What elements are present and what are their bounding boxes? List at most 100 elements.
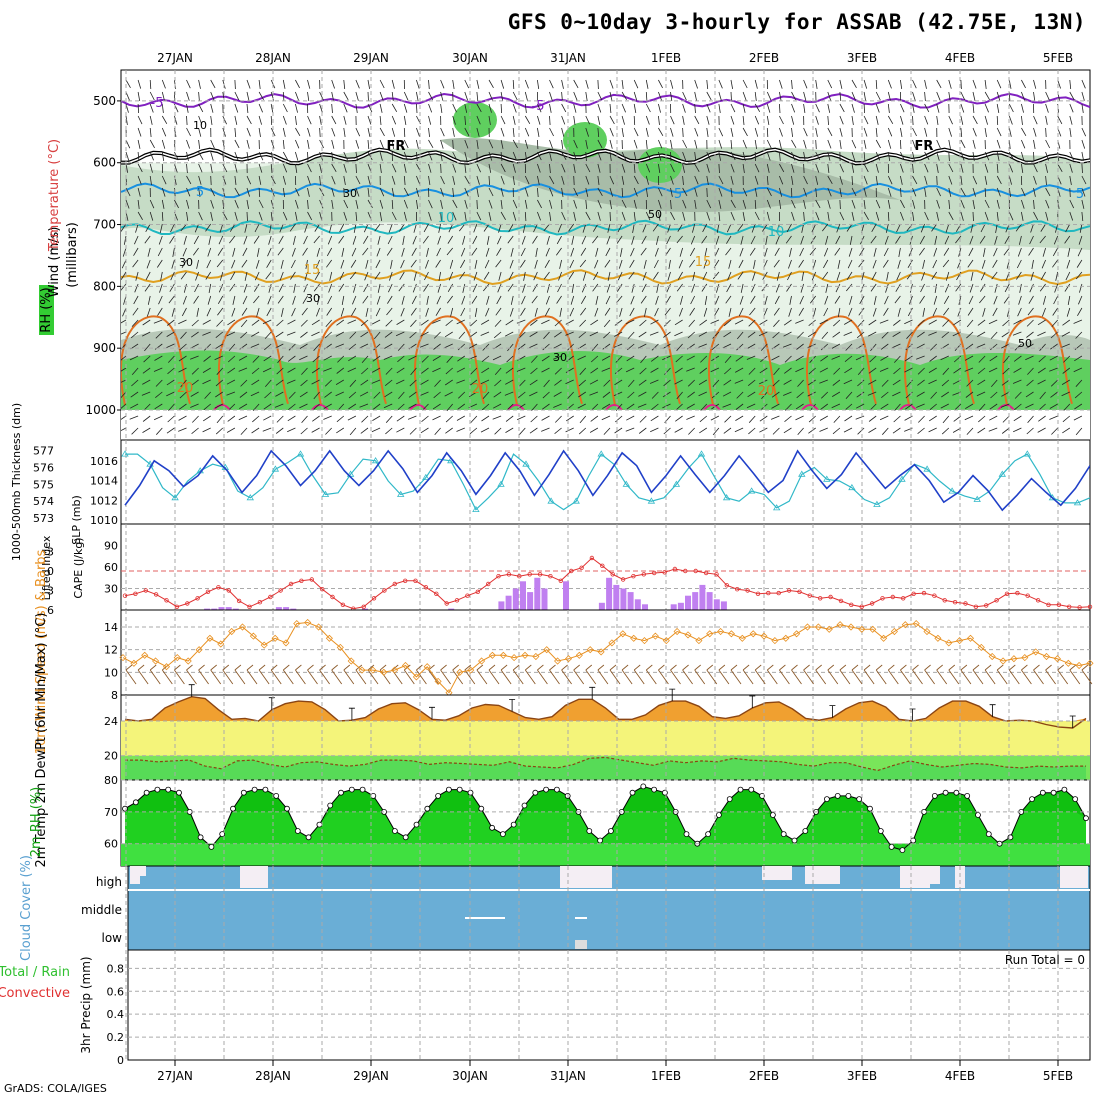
wind-speed-point: [282, 639, 290, 647]
bottom-date-label: 2FEB: [749, 1069, 779, 1083]
wind-barb: [325, 319, 333, 328]
wind-barb: [262, 427, 272, 432]
wind-barb: [1064, 283, 1071, 292]
wind-barb: [512, 199, 518, 209]
contour-label-20: 20: [177, 381, 194, 396]
wind-barb: [803, 91, 807, 101]
wind-barb: [833, 415, 841, 423]
wind-barb: [819, 415, 828, 421]
wind-barb: [774, 247, 780, 256]
wind-barb: [831, 355, 841, 360]
wind-barb: [295, 115, 297, 125]
wind-barb: [936, 79, 942, 89]
wind-barb: [1001, 427, 1010, 434]
wind-barb: [791, 79, 793, 90]
wind-barb: [835, 283, 841, 293]
wind-barb: [924, 163, 929, 173]
wind-barb: [749, 307, 756, 316]
rh-point: [521, 802, 528, 809]
wind-barb: [367, 199, 373, 208]
wind-barb: [264, 391, 272, 399]
wind-barb: [836, 271, 841, 281]
wind-barb: [360, 427, 369, 434]
wind-barb: [686, 367, 695, 372]
wind-barb: [679, 247, 683, 257]
rh-point: [845, 793, 852, 799]
thickness-marker: [547, 497, 555, 504]
wind-barb: [724, 367, 732, 375]
wind-barb: [1033, 175, 1037, 185]
wind-barb: [791, 151, 796, 161]
wind-barb: [143, 403, 151, 411]
wind-barb: [730, 115, 735, 125]
wind-barb: [621, 175, 625, 185]
wind-speed-point: [130, 659, 138, 667]
wind-barb: [692, 223, 696, 233]
wind-barb: [746, 355, 756, 360]
wind-barb: [1045, 103, 1049, 113]
wind-barb: [506, 355, 514, 363]
wind-barb: [198, 139, 201, 149]
wind-barb: [592, 235, 599, 244]
wind-barb: [391, 175, 396, 185]
wind-barb: [428, 175, 431, 185]
wind-barb: [328, 283, 333, 293]
wind-barb: [837, 259, 841, 269]
wind-barb: [795, 355, 804, 361]
wind-barb: [178, 403, 187, 410]
lifted-index-point: [558, 578, 563, 583]
wind-barb: [476, 187, 479, 197]
high-cloud-gap: [240, 866, 268, 888]
wind-barb: [851, 163, 855, 173]
wind-speed-point: [173, 654, 181, 662]
wind-barb: [896, 223, 901, 233]
wind-barb: [426, 247, 429, 257]
wind-barb: [331, 91, 334, 101]
wind-speed-point: [1086, 659, 1094, 667]
wind-barb: [234, 115, 238, 125]
wind-barb: [299, 355, 308, 361]
wind-barb: [307, 151, 309, 162]
wind-barb: [512, 115, 516, 125]
wind-barb: [712, 379, 720, 387]
wind-barb: [633, 199, 637, 209]
wind-barb: [969, 235, 974, 245]
wind-barb: [746, 403, 756, 409]
wind-barb: [1008, 115, 1013, 125]
wind-barb: [157, 247, 163, 257]
wind-barb: [872, 307, 877, 317]
wind-barb: [966, 427, 974, 435]
wind-barb: [797, 379, 804, 387]
wind-barb: [153, 367, 163, 372]
wind-speed-point: [488, 651, 496, 659]
wind-barb: [845, 343, 853, 351]
rh-point: [856, 796, 863, 802]
wind-barb: [167, 367, 175, 375]
wind-barb: [492, 355, 502, 361]
wind-barb: [928, 415, 937, 422]
wind-barb: [210, 163, 213, 173]
wind-barb: [464, 211, 467, 221]
surface-barb: [936, 664, 948, 685]
wind-barb: [779, 127, 783, 137]
wind-barb: [788, 307, 792, 317]
wind-barb: [1027, 415, 1034, 424]
thickness-tick: 577: [33, 445, 54, 458]
wind-speed-point: [706, 630, 714, 638]
lifted-index-point: [371, 596, 377, 601]
wind-barb: [766, 175, 769, 186]
wind-barb: [919, 235, 925, 245]
wind-barb: [208, 235, 212, 245]
wind-barb: [279, 223, 284, 233]
rh-point: [424, 805, 431, 812]
wind-barb: [1045, 127, 1047, 138]
temp-25-marker: [311, 404, 329, 411]
rh-tick: 60: [104, 838, 118, 851]
wind-barb: [1017, 247, 1022, 257]
thickness-tick: 573: [33, 512, 54, 525]
wind-barb: [355, 187, 360, 197]
wind-barb: [447, 283, 454, 292]
rh-point: [489, 824, 496, 831]
wind-barb: [336, 415, 345, 423]
wind-barb: [440, 187, 444, 197]
